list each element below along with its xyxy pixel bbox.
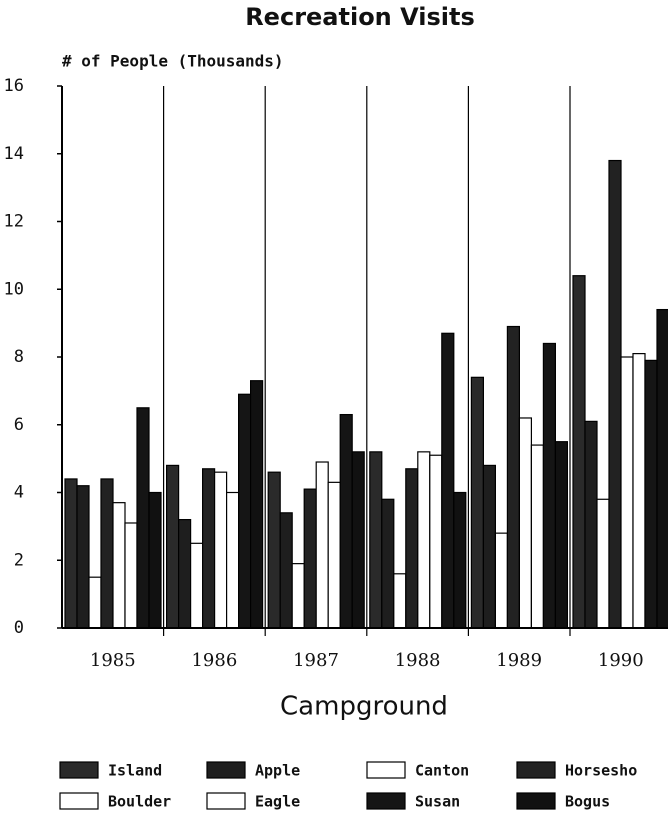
bar: [148, 491, 162, 629]
y-tick-label: 12: [4, 212, 24, 232]
legend-label: Bogus: [565, 793, 610, 811]
legend-label: Eagle: [255, 793, 300, 811]
bar: [470, 376, 484, 629]
x-tick-label: 1989: [496, 650, 542, 671]
bar: [584, 420, 598, 629]
bar: [238, 393, 252, 629]
legend-swatch: [59, 792, 99, 810]
legend-swatch: [516, 761, 556, 779]
legend-swatch: [206, 792, 246, 810]
legend-label: Island: [108, 762, 162, 780]
bar: [315, 461, 329, 629]
legend-label: Boulder: [108, 793, 171, 811]
bar: [178, 518, 192, 629]
legend-label: Susan: [415, 793, 460, 811]
bar: [303, 488, 317, 629]
bar: [381, 498, 395, 629]
bar: [632, 353, 646, 629]
chart-title: Recreation Visits: [245, 3, 475, 31]
x-tick-label: 1986: [191, 650, 237, 671]
bar: [279, 512, 293, 629]
bar: [339, 413, 353, 629]
x-tick-label: 1988: [395, 650, 441, 671]
y-axis-label: # of People (Thousands): [62, 52, 284, 71]
y-tick-label: 10: [4, 279, 24, 299]
bar: [64, 478, 78, 629]
legend-swatch: [366, 761, 406, 779]
legend-label: Canton: [415, 762, 469, 780]
bar: [267, 471, 281, 629]
bar: [644, 359, 658, 629]
bar: [482, 464, 496, 629]
bar: [369, 451, 383, 629]
bar: [530, 444, 545, 629]
bar: [136, 407, 150, 629]
legend-swatch: [59, 761, 99, 779]
bar: [620, 356, 634, 629]
bar: [166, 464, 180, 629]
bar: [327, 481, 341, 629]
bar: [124, 522, 138, 629]
y-tick-label: 4: [14, 483, 24, 503]
bar: [608, 159, 622, 629]
x-tick-label: 1990: [598, 650, 644, 671]
y-tick-label: 8: [14, 347, 24, 367]
bar: [572, 275, 586, 629]
bar: [542, 342, 557, 629]
bar: [417, 451, 431, 629]
bar: [226, 491, 240, 629]
bar: [554, 441, 569, 629]
bar: [506, 325, 520, 629]
bar: [250, 380, 264, 629]
bar: [656, 308, 668, 629]
legend-swatch: [366, 792, 406, 810]
legend-swatch: [516, 792, 556, 810]
bar: [190, 542, 204, 629]
bar: [453, 491, 467, 629]
bar: [112, 502, 126, 629]
bar: [351, 451, 365, 629]
bar: [76, 485, 90, 629]
legend-label: Horsesho: [565, 762, 637, 780]
y-tick-label: 0: [14, 618, 24, 638]
y-tick-label: 16: [4, 76, 24, 96]
bar: [441, 332, 455, 629]
bar: [291, 563, 305, 629]
bar: [214, 471, 228, 629]
bar: [202, 468, 216, 629]
bar: [393, 573, 407, 629]
bar: [494, 532, 508, 629]
legend-swatch: [206, 761, 246, 779]
bar: [429, 454, 443, 629]
y-tick-label: 2: [14, 550, 24, 570]
x-tick-label: 1987: [293, 650, 339, 671]
bar: [405, 468, 419, 629]
bar: [88, 576, 102, 629]
y-tick-label: 14: [4, 144, 24, 164]
bar: [518, 417, 533, 629]
x-axis-label: Campground: [280, 692, 448, 722]
x-tick-label: 1985: [90, 650, 136, 671]
legend-label: Apple: [255, 762, 300, 780]
bar: [596, 498, 610, 629]
bar: [100, 478, 114, 629]
y-tick-label: 6: [14, 415, 24, 435]
